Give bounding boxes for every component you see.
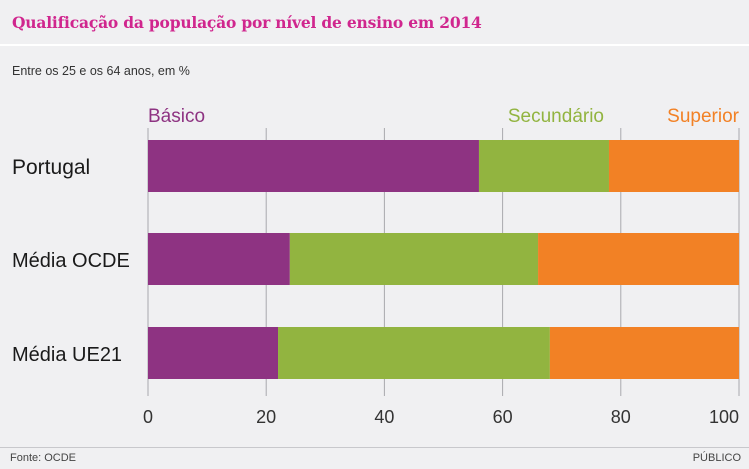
- bar-m-dia-ue21-basico: [148, 327, 279, 379]
- x-tick-label: 60: [493, 407, 513, 427]
- bar-m-dia-ue21-superior: [549, 327, 739, 379]
- category-labels: Portugal Média OCDE Média UE21: [12, 156, 130, 366]
- category-label: Média UE21: [12, 344, 122, 366]
- bar-portugal-basico: [148, 140, 479, 192]
- category-label: Média OCDE: [12, 250, 130, 272]
- bar-m-dia-ocde-secundario: [289, 233, 539, 285]
- legend-superior: Superior: [667, 106, 739, 127]
- legend-secundario: Secundário: [508, 106, 604, 127]
- bar-m-dia-ocde-superior: [538, 233, 739, 285]
- category-label: Portugal: [12, 156, 90, 179]
- x-tick-label: 40: [374, 407, 394, 427]
- bar-portugal-secundario: [478, 140, 609, 192]
- footer-divider: [0, 447, 749, 448]
- chart-subtitle: Entre os 25 e os 64 anos, em %: [12, 64, 190, 78]
- bar-m-dia-ocde-basico: [148, 233, 290, 285]
- legend: Básico Secundário Superior: [148, 106, 740, 127]
- x-tick-label: 80: [611, 407, 631, 427]
- bar-portugal-superior: [608, 140, 739, 192]
- x-tick-label: 0: [143, 407, 153, 427]
- legend-basico: Básico: [148, 106, 205, 127]
- bars: [148, 140, 739, 379]
- publisher-brand: PÚBLICO: [692, 452, 741, 464]
- chart-title: Qualificação da população por nível de e…: [12, 13, 482, 32]
- source-note: Fonte: OCDE: [10, 452, 77, 464]
- title-divider: [0, 44, 749, 46]
- x-tick-labels: 0 20 40 60 80 100: [143, 407, 739, 427]
- x-tick-label: 100: [709, 407, 739, 427]
- bar-m-dia-ue21-secundario: [278, 327, 550, 379]
- x-tick-label: 20: [256, 407, 276, 427]
